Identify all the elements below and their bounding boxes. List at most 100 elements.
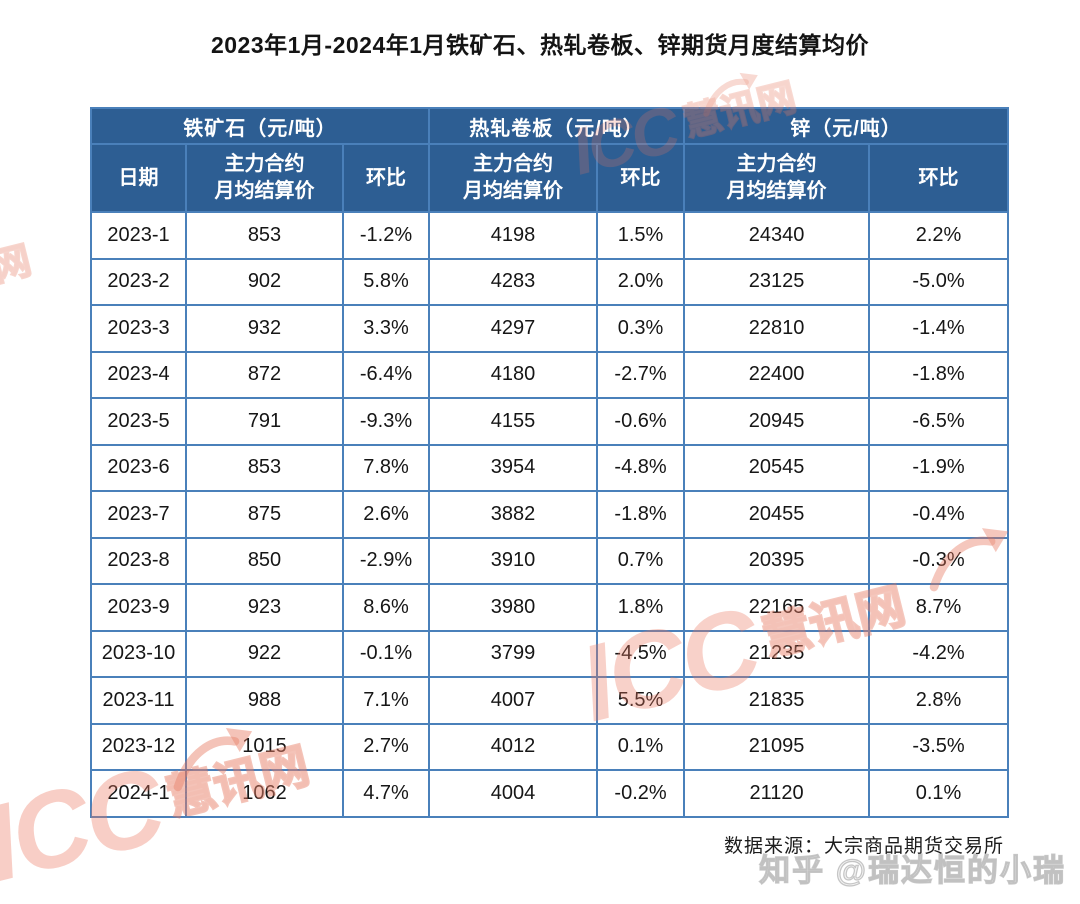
cell-zinc-price: 22165 bbox=[683, 583, 871, 632]
cell-zinc-mom: 2.2% bbox=[868, 211, 1010, 260]
cell-zinc-mom: -6.5% bbox=[868, 397, 1010, 446]
cell-date: 2023-7 bbox=[90, 490, 187, 539]
cell-hrc-mom: -4.8% bbox=[596, 443, 686, 492]
cell-zinc-price: 23125 bbox=[683, 257, 871, 306]
cell-zinc-mom: -0.4% bbox=[868, 490, 1010, 539]
cell-iron-ore-mom: 8.6% bbox=[341, 583, 431, 632]
cell-zinc-mom: -5.0% bbox=[868, 257, 1010, 306]
cell-hrc-mom: 2.0% bbox=[596, 257, 686, 306]
cell-zinc-mom: 2.8% bbox=[868, 676, 1010, 725]
cell-hrc-mom: 1.8% bbox=[596, 583, 686, 632]
table-row: 2023-3 932 3.3% 4297 0.3% 22810 -1.4% bbox=[90, 304, 1010, 353]
cell-iron-ore-price: 932 bbox=[185, 304, 344, 353]
icc-watermark-cjk: 慧讯网 bbox=[0, 239, 36, 309]
table-header: 铁矿石（元/吨） 热轧卷板（元/吨） 锌（元/吨） 日期 主力合约 月均结算价 … bbox=[89, 107, 1010, 213]
column-header-hrc-price: 主力合约 月均结算价 bbox=[428, 143, 599, 213]
cell-iron-ore-mom: -6.4% bbox=[341, 350, 431, 399]
cell-hrc-price: 4198 bbox=[428, 211, 599, 260]
cell-date: 2024-1 bbox=[90, 769, 187, 818]
cell-iron-ore-price: 922 bbox=[185, 629, 344, 678]
cell-zinc-mom: -1.8% bbox=[868, 350, 1010, 399]
cell-iron-ore-mom: 5.8% bbox=[341, 257, 431, 306]
cell-hrc-mom: -1.8% bbox=[596, 490, 686, 539]
cell-hrc-price: 4007 bbox=[428, 676, 599, 725]
cell-zinc-price: 21120 bbox=[683, 769, 871, 818]
cell-zinc-mom: -1.4% bbox=[868, 304, 1010, 353]
data-source-note: 数据来源：大宗商品期货交易所 bbox=[723, 836, 1004, 857]
table-row: 2023-9 923 8.6% 3980 1.8% 22165 8.7% bbox=[90, 583, 1010, 632]
cell-iron-ore-price: 1062 bbox=[185, 769, 344, 818]
cell-iron-ore-price: 853 bbox=[185, 443, 344, 492]
cell-date: 2023-4 bbox=[90, 350, 187, 399]
cell-date: 2023-5 bbox=[90, 397, 187, 446]
cell-iron-ore-price: 853 bbox=[185, 211, 344, 260]
column-header-iron-ore-price: 主力合约 月均结算价 bbox=[185, 143, 344, 213]
cell-date: 2023-9 bbox=[90, 583, 187, 632]
cell-iron-ore-mom: -9.3% bbox=[341, 397, 431, 446]
cell-hrc-price: 3954 bbox=[428, 443, 599, 492]
cell-zinc-price: 21095 bbox=[683, 722, 871, 771]
cell-hrc-price: 4180 bbox=[428, 350, 599, 399]
cell-zinc-price: 24340 bbox=[683, 211, 871, 260]
cell-iron-ore-mom: 7.1% bbox=[341, 676, 431, 725]
column-header-zinc-mom: 环比 bbox=[868, 143, 1010, 213]
cell-zinc-mom: 8.7% bbox=[868, 583, 1010, 632]
cell-hrc-price: 3882 bbox=[428, 490, 599, 539]
cell-zinc-mom: -1.9% bbox=[868, 443, 1010, 492]
cell-hrc-mom: 0.7% bbox=[596, 536, 686, 585]
cell-zinc-mom: -0.3% bbox=[868, 536, 1010, 585]
cell-date: 2023-8 bbox=[90, 536, 187, 585]
cell-hrc-mom: -0.6% bbox=[596, 397, 686, 446]
table-row: 2023-1 853 -1.2% 4198 1.5% 24340 2.2% bbox=[90, 211, 1010, 260]
cell-iron-ore-price: 1015 bbox=[185, 722, 344, 771]
group-header-hot-rolled-coil: 热轧卷板（元/吨） bbox=[428, 107, 686, 145]
group-header-zinc: 锌（元/吨） bbox=[683, 107, 1010, 145]
cell-iron-ore-mom: 4.7% bbox=[341, 769, 431, 818]
cell-hrc-price: 4283 bbox=[428, 257, 599, 306]
cell-date: 2023-10 bbox=[90, 629, 187, 678]
cell-iron-ore-mom: 2.6% bbox=[341, 490, 431, 539]
cell-iron-ore-mom: 3.3% bbox=[341, 304, 431, 353]
cell-iron-ore-price: 988 bbox=[185, 676, 344, 725]
table-row: 2023-5 791 -9.3% 4155 -0.6% 20945 -6.5% bbox=[90, 397, 1010, 446]
cell-hrc-price: 4297 bbox=[428, 304, 599, 353]
cell-zinc-mom: 0.1% bbox=[868, 769, 1010, 818]
cell-hrc-price: 4155 bbox=[428, 397, 599, 446]
table-body: 2023-1 853 -1.2% 4198 1.5% 24340 2.2% 2023-2 902… bbox=[90, 211, 1010, 818]
cell-iron-ore-mom: -0.1% bbox=[341, 629, 431, 678]
table-row: 2024-1 1062 4.7% 4004 -0.2% 21120 0.1% bbox=[90, 769, 1010, 818]
cell-iron-ore-mom: -1.2% bbox=[341, 211, 431, 260]
cell-hrc-price: 3799 bbox=[428, 629, 599, 678]
futures-price-table: 铁矿石（元/吨） 热轧卷板（元/吨） 锌（元/吨） 日期 主力合约 月均结算价 … bbox=[89, 107, 1010, 818]
icc-watermark-left: ICC 慧讯网 bbox=[0, 228, 38, 347]
cell-zinc-price: 22810 bbox=[683, 304, 871, 353]
column-header-date: 日期 bbox=[90, 143, 187, 213]
cell-hrc-price: 3910 bbox=[428, 536, 599, 585]
cell-iron-ore-price: 872 bbox=[185, 350, 344, 399]
cell-zinc-price: 20395 bbox=[683, 536, 871, 585]
group-header-iron-ore: 铁矿石（元/吨） bbox=[89, 107, 431, 145]
cell-zinc-price: 20545 bbox=[683, 443, 871, 492]
table-row: 2023-7 875 2.6% 3882 -1.8% 20455 -0.4% bbox=[90, 490, 1010, 539]
cell-iron-ore-mom: 7.8% bbox=[341, 443, 431, 492]
cell-iron-ore-price: 875 bbox=[185, 490, 344, 539]
column-header-row: 日期 主力合约 月均结算价 环比 主力合约 月均结算价 环比 主力合约 月均结算… bbox=[90, 143, 1010, 213]
cell-date: 2023-11 bbox=[90, 676, 187, 725]
table-row: 2023-12 1015 2.7% 4012 0.1% 21095 -3.5% bbox=[90, 722, 1010, 771]
cell-iron-ore-mom: -2.9% bbox=[341, 536, 431, 585]
cell-iron-ore-price: 902 bbox=[185, 257, 344, 306]
cell-hrc-mom: -2.7% bbox=[596, 350, 686, 399]
cell-iron-ore-price: 850 bbox=[185, 536, 344, 585]
cell-zinc-price: 21835 bbox=[683, 676, 871, 725]
cell-iron-ore-price: 791 bbox=[185, 397, 344, 446]
cell-hrc-mom: 1.5% bbox=[596, 211, 686, 260]
curved-arrow-icon bbox=[0, 229, 1, 284]
cell-hrc-price: 4004 bbox=[428, 769, 599, 818]
cell-hrc-price: 4012 bbox=[428, 722, 599, 771]
cell-hrc-mom: 5.5% bbox=[596, 676, 686, 725]
cell-date: 2023-12 bbox=[90, 722, 187, 771]
cell-date: 2023-2 bbox=[90, 257, 187, 306]
cell-iron-ore-price: 923 bbox=[185, 583, 344, 632]
cell-date: 2023-1 bbox=[90, 211, 187, 260]
cell-date: 2023-6 bbox=[90, 443, 187, 492]
